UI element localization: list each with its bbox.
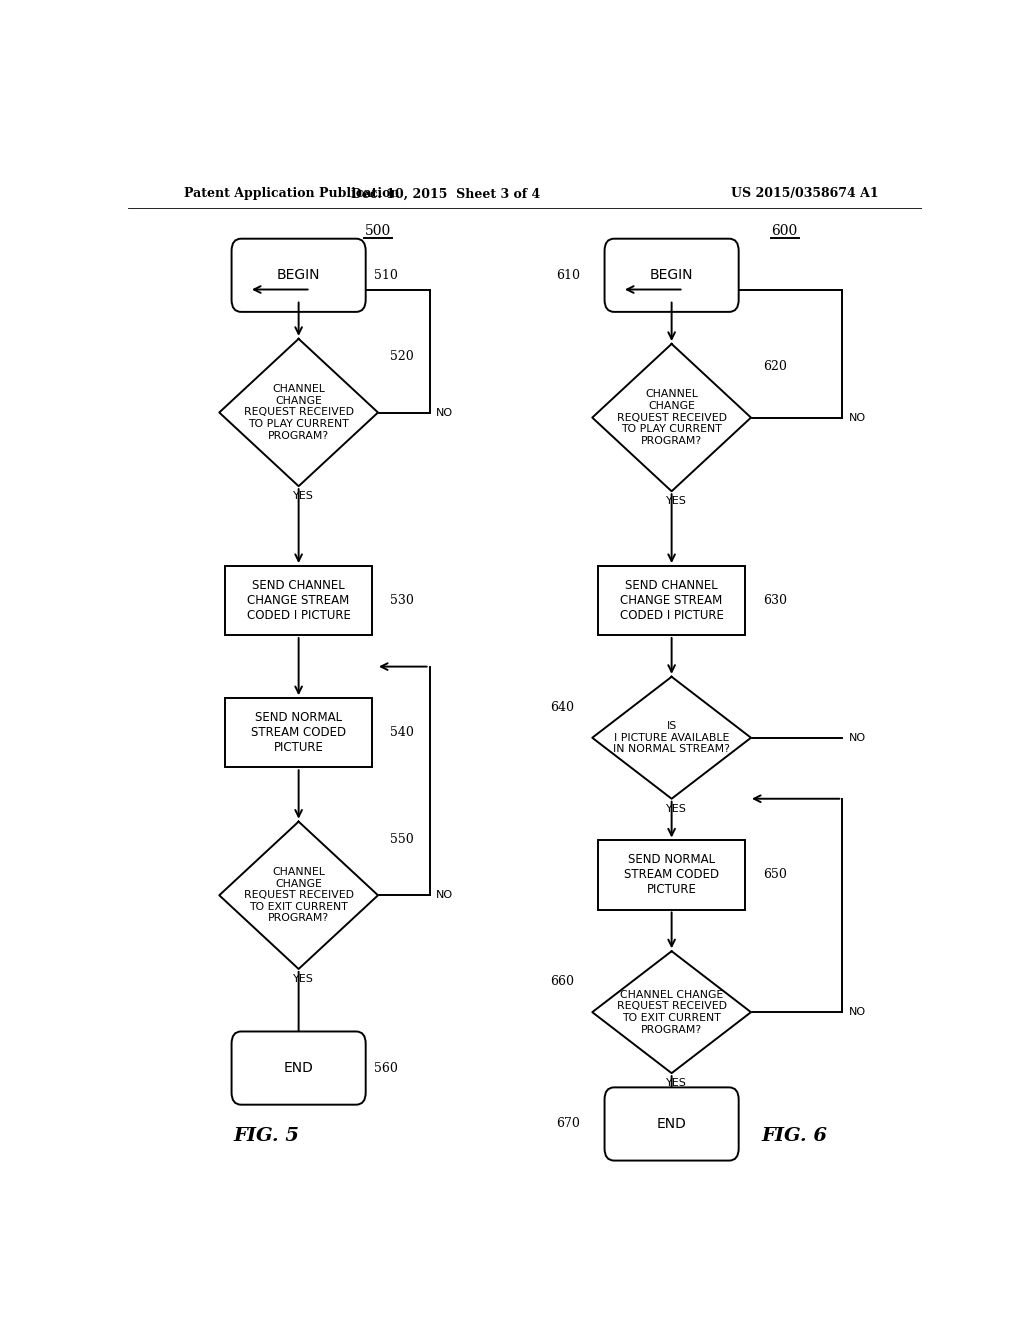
FancyBboxPatch shape xyxy=(231,239,366,312)
Polygon shape xyxy=(592,345,751,491)
Bar xyxy=(225,698,372,767)
Text: CHANNEL
CHANGE
REQUEST RECEIVED
TO PLAY CURRENT
PROGRAM?: CHANNEL CHANGE REQUEST RECEIVED TO PLAY … xyxy=(616,389,727,446)
Text: CHANNEL CHANGE
REQUEST RECEIVED
TO EXIT CURRENT
PROGRAM?: CHANNEL CHANGE REQUEST RECEIVED TO EXIT … xyxy=(616,990,727,1035)
Text: 650: 650 xyxy=(763,869,786,882)
Text: Patent Application Publication: Patent Application Publication xyxy=(183,187,399,201)
Text: 670: 670 xyxy=(556,1118,581,1130)
Text: NO: NO xyxy=(849,413,865,422)
Bar xyxy=(598,841,745,909)
Text: Dec. 10, 2015  Sheet 3 of 4: Dec. 10, 2015 Sheet 3 of 4 xyxy=(351,187,540,201)
Text: SEND CHANNEL
CHANGE STREAM
CODED I PICTURE: SEND CHANNEL CHANGE STREAM CODED I PICTU… xyxy=(247,579,350,622)
Text: 520: 520 xyxy=(390,350,414,363)
FancyBboxPatch shape xyxy=(231,1031,366,1105)
Text: FIG. 5: FIG. 5 xyxy=(233,1127,300,1146)
Text: CHANNEL
CHANGE
REQUEST RECEIVED
TO PLAY CURRENT
PROGRAM?: CHANNEL CHANGE REQUEST RECEIVED TO PLAY … xyxy=(244,384,353,441)
Text: SEND CHANNEL
CHANGE STREAM
CODED I PICTURE: SEND CHANNEL CHANGE STREAM CODED I PICTU… xyxy=(620,579,724,622)
Text: 550: 550 xyxy=(390,833,414,846)
Text: 620: 620 xyxy=(763,360,786,374)
Text: NO: NO xyxy=(849,1007,865,1018)
Polygon shape xyxy=(592,677,751,799)
Text: SEND NORMAL
STREAM CODED
PICTURE: SEND NORMAL STREAM CODED PICTURE xyxy=(251,711,346,754)
FancyBboxPatch shape xyxy=(604,1088,738,1160)
Text: CHANNEL
CHANGE
REQUEST RECEIVED
TO EXIT CURRENT
PROGRAM?: CHANNEL CHANGE REQUEST RECEIVED TO EXIT … xyxy=(244,867,353,924)
Text: YES: YES xyxy=(666,496,687,507)
Text: 640: 640 xyxy=(550,701,574,714)
Text: 540: 540 xyxy=(390,726,414,739)
Text: NO: NO xyxy=(436,890,453,900)
Text: BEGIN: BEGIN xyxy=(276,268,321,282)
Text: YES: YES xyxy=(293,974,313,985)
Text: IS
I PICTURE AVAILABLE
IN NORMAL STREAM?: IS I PICTURE AVAILABLE IN NORMAL STREAM? xyxy=(613,721,730,754)
Polygon shape xyxy=(219,821,378,969)
Bar xyxy=(225,566,372,635)
Text: YES: YES xyxy=(666,1078,687,1088)
Text: NO: NO xyxy=(436,408,453,417)
Text: US 2015/0358674 A1: US 2015/0358674 A1 xyxy=(731,187,879,201)
Text: SEND NORMAL
STREAM CODED
PICTURE: SEND NORMAL STREAM CODED PICTURE xyxy=(624,854,719,896)
Text: NO: NO xyxy=(849,733,865,743)
Text: 660: 660 xyxy=(550,975,574,989)
Text: 500: 500 xyxy=(365,223,391,238)
Text: 530: 530 xyxy=(390,594,414,607)
Text: 510: 510 xyxy=(374,269,398,281)
Text: END: END xyxy=(656,1117,686,1131)
Polygon shape xyxy=(592,952,751,1073)
Text: YES: YES xyxy=(666,804,687,814)
Text: 610: 610 xyxy=(556,269,581,281)
Text: 600: 600 xyxy=(771,223,797,238)
Text: BEGIN: BEGIN xyxy=(650,268,693,282)
Text: END: END xyxy=(284,1061,313,1074)
FancyBboxPatch shape xyxy=(604,239,738,312)
Text: 560: 560 xyxy=(374,1061,398,1074)
Bar xyxy=(598,566,745,635)
Text: FIG. 6: FIG. 6 xyxy=(762,1127,827,1146)
Text: 630: 630 xyxy=(763,594,786,607)
Polygon shape xyxy=(219,339,378,486)
Text: YES: YES xyxy=(293,491,313,502)
